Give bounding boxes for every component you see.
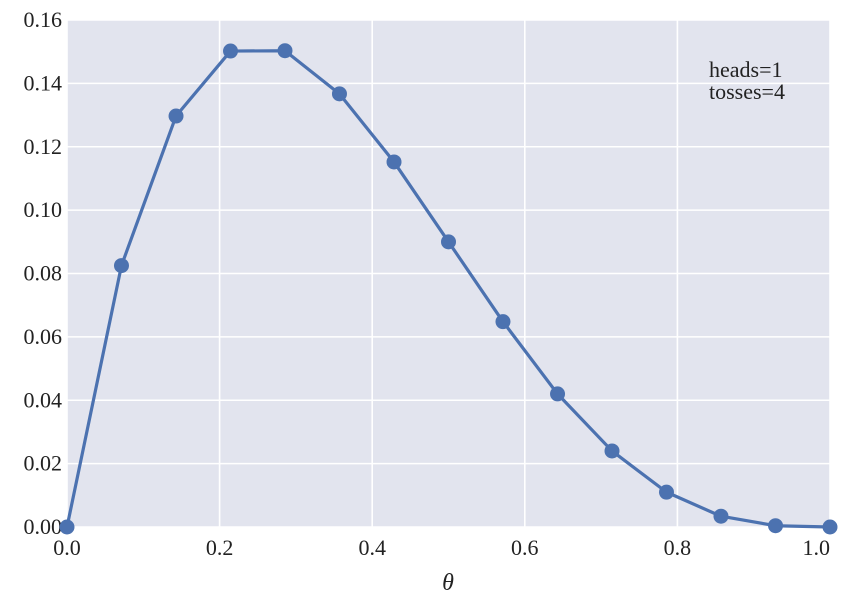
x-tick-label: 1.0 — [803, 535, 831, 560]
data-point — [113, 258, 129, 274]
y-tick-label: 0.06 — [24, 324, 63, 349]
data-point — [223, 43, 239, 59]
x-tick-label: 0.2 — [206, 535, 234, 560]
data-point — [550, 386, 566, 402]
x-axis-label: θ — [442, 570, 454, 596]
y-tick-label: 0.12 — [24, 134, 63, 159]
y-tick-label: 0.00 — [24, 514, 63, 539]
y-tick-label: 0.14 — [24, 70, 63, 95]
data-point — [386, 154, 402, 170]
x-tick-label: 0.0 — [53, 535, 81, 560]
data-point — [59, 519, 75, 535]
data-point — [604, 443, 620, 459]
data-point — [277, 43, 293, 59]
y-tick-label: 0.16 — [24, 7, 63, 32]
data-point — [331, 86, 347, 102]
data-point — [822, 519, 838, 535]
x-tick-label: 0.8 — [664, 535, 692, 560]
grid — [66, 19, 831, 528]
data-point — [658, 484, 674, 500]
annotation-tosses: tosses=4 — [709, 79, 785, 104]
x-axis-ticks: 0.0 0.2 0.4 0.6 0.8 1.0 — [53, 535, 830, 560]
data-point — [713, 508, 729, 524]
y-tick-label: 0.02 — [24, 451, 63, 476]
data-point — [441, 234, 456, 250]
y-tick-label: 0.08 — [24, 261, 63, 286]
x-tick-label: 0.4 — [358, 535, 386, 560]
annotation-heads: heads=1 — [709, 57, 783, 82]
data-point — [768, 518, 784, 534]
data-point — [495, 314, 511, 330]
y-tick-label: 0.04 — [24, 387, 63, 412]
data-points — [59, 43, 838, 535]
x-tick-label: 0.6 — [511, 535, 539, 560]
y-tick-label: 0.10 — [24, 197, 63, 222]
data-point — [168, 108, 184, 124]
y-axis-ticks: 0.00 0.02 0.04 0.06 0.08 0.10 0.12 0.14 0.16 — [24, 7, 63, 539]
